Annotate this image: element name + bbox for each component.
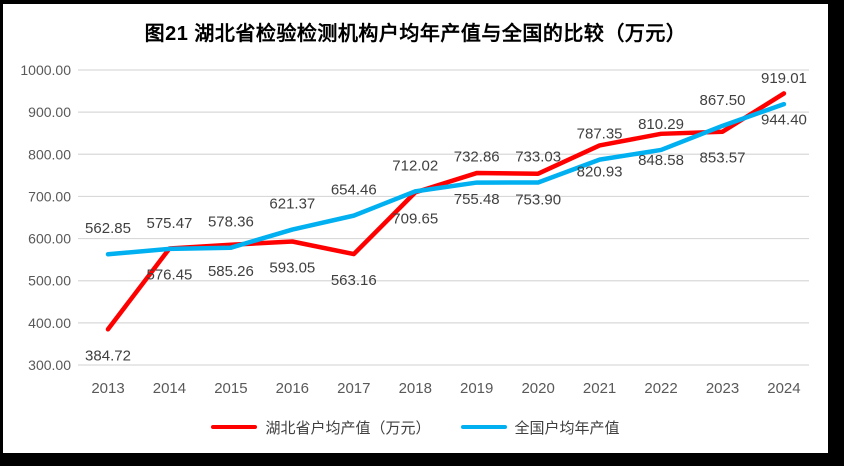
- legend-item-hubei: 湖北省户均产值（万元）: [211, 417, 431, 438]
- x-tick-label: 2019: [460, 380, 493, 397]
- legend-label-national: 全国户均年产值: [514, 419, 620, 437]
- red-line-swatch: [211, 424, 258, 430]
- data-label: 755.48: [454, 191, 500, 208]
- y-tick-label: 300.00: [28, 357, 71, 373]
- y-tick-label: 800.00: [28, 146, 71, 162]
- x-tick-label: 2020: [521, 380, 554, 397]
- data-label: 562.85: [85, 220, 131, 237]
- x-tick-label: 2021: [583, 380, 616, 397]
- data-label: 753.90: [515, 192, 561, 209]
- data-label: 810.29: [638, 116, 684, 133]
- data-label: 944.40: [761, 111, 807, 128]
- data-label: 593.05: [269, 260, 315, 277]
- legend-label-hubei: 湖北省户均产值（万元）: [265, 419, 431, 437]
- y-tick-label: 400.00: [28, 315, 71, 331]
- data-label: 578.36: [208, 214, 254, 231]
- data-label: 575.47: [147, 215, 193, 232]
- data-label: 576.45: [147, 266, 193, 283]
- data-label: 384.72: [85, 347, 131, 364]
- x-tick-label: 2023: [706, 380, 739, 397]
- data-label: 919.01: [761, 70, 807, 87]
- x-tick-label: 2024: [767, 380, 800, 397]
- data-label: 787.35: [577, 126, 623, 143]
- data-label: 848.58: [638, 152, 684, 169]
- x-tick-label: 2017: [337, 380, 370, 397]
- y-tick-label: 1000.00: [20, 62, 71, 78]
- y-tick-label: 900.00: [28, 104, 71, 120]
- data-label: 732.86: [454, 149, 500, 166]
- legend-item-national: 全国户均年产值: [460, 417, 620, 438]
- y-tick-label: 600.00: [28, 231, 71, 247]
- chart-legend: 湖北省户均产值（万元） 全国户均年产值: [3, 406, 828, 448]
- chart-plot-area: 300.00 400.00 500.00 600.00 700.00 800.00 900.…: [20, 62, 809, 397]
- x-tick-label: 2018: [399, 380, 432, 397]
- x-tick-label: 2013: [91, 380, 124, 397]
- data-label: 712.02: [392, 157, 438, 174]
- data-label: 820.93: [577, 163, 623, 180]
- data-label: 709.65: [392, 210, 438, 227]
- x-tick-label: 2015: [214, 380, 247, 397]
- data-label: 654.46: [331, 182, 377, 199]
- x-tick-label: 2016: [276, 380, 309, 397]
- data-label: 733.03: [515, 149, 561, 166]
- data-label: 563.16: [331, 272, 377, 289]
- y-tick-label: 500.00: [28, 273, 71, 289]
- data-label: 621.37: [269, 196, 315, 213]
- line-chart: 300.00 400.00 500.00 600.00 700.00 800.00 900.…: [3, 50, 828, 406]
- x-tick-label: 2014: [153, 380, 186, 397]
- blue-line-swatch: [460, 424, 507, 430]
- data-label: 585.26: [208, 263, 254, 280]
- data-label: 853.57: [700, 150, 746, 167]
- y-tick-label: 700.00: [28, 188, 71, 204]
- chart-title: 图21 湖北省检验检测机构户均年产值与全国的比较（万元）: [144, 23, 687, 45]
- series-line-1: [105, 101, 787, 257]
- x-tick-label: 2022: [644, 380, 677, 397]
- series-line-0: [105, 91, 787, 332]
- data-label: 867.50: [700, 92, 746, 109]
